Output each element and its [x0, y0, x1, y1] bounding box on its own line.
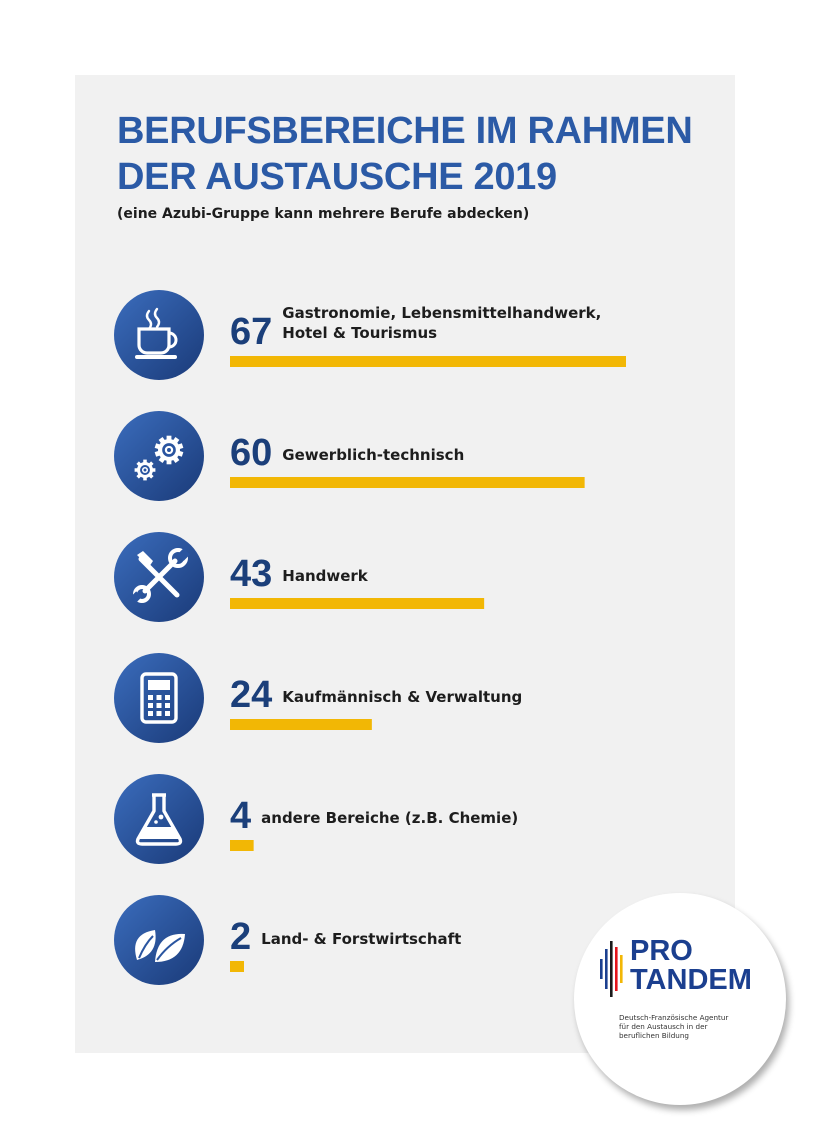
bar [230, 840, 254, 851]
bar [230, 719, 372, 730]
icon-circle [114, 290, 204, 380]
logo-description: Deutsch-Französische Agentur für den Aus… [619, 1013, 769, 1040]
flask-icon [135, 793, 183, 846]
icon-circle [114, 895, 204, 985]
logo-desc-line: beruflichen Bildung [619, 1031, 689, 1040]
bar [230, 598, 485, 609]
logo-desc-line: für den Austausch in der [619, 1022, 708, 1031]
category-label: Gastronomie, Lebensmittelhandwerk, [282, 304, 601, 322]
calculator-icon [140, 672, 178, 724]
category-label: Land- & Forstwirtschaft [261, 930, 461, 948]
category-label: Handwerk [282, 567, 369, 585]
logo-line-1: PRO [630, 935, 693, 967]
bar [230, 961, 244, 972]
value-label: 60 [230, 432, 272, 474]
pro-tandem-logo: PRO TANDEM Deutsch-Französische Agentur … [574, 893, 786, 1105]
bar [230, 356, 626, 367]
gears-icon [134, 435, 184, 481]
logo-desc-line: Deutsch-Französische Agentur [619, 1013, 729, 1022]
icon-circle [114, 411, 204, 501]
value-label: 43 [230, 553, 272, 595]
value-label: 67 [230, 311, 272, 353]
logo-line-2: TANDEM [630, 964, 752, 996]
logo-stripes-icon [600, 941, 623, 997]
bar [230, 477, 585, 488]
value-label: 2 [230, 916, 251, 958]
coffee-cup-icon [135, 307, 178, 359]
category-label: Gewerblich-technisch [282, 446, 464, 464]
category-label: andere Bereiche (z.B. Chemie) [261, 809, 518, 827]
category-label: Kaufmännisch & Verwaltung [282, 688, 522, 706]
leaves-icon [135, 930, 185, 962]
logo-wordmark: PRO TANDEM [630, 937, 752, 995]
title-line-2: DER AUSTAUSCHE 2019 [117, 156, 557, 198]
value-label: 24 [230, 674, 272, 716]
icon-circle [114, 774, 204, 864]
page-title: BERUFSBEREICHE IM RAHMEN DER AUSTAUSCHE … [117, 108, 693, 200]
value-label: 4 [230, 795, 251, 837]
category-label: Hotel & Tourismus [282, 324, 437, 342]
title-line-1: BERUFSBEREICHE IM RAHMEN [117, 110, 693, 152]
subtitle: (eine Azubi-Gruppe kann mehrere Berufe a… [117, 206, 530, 222]
